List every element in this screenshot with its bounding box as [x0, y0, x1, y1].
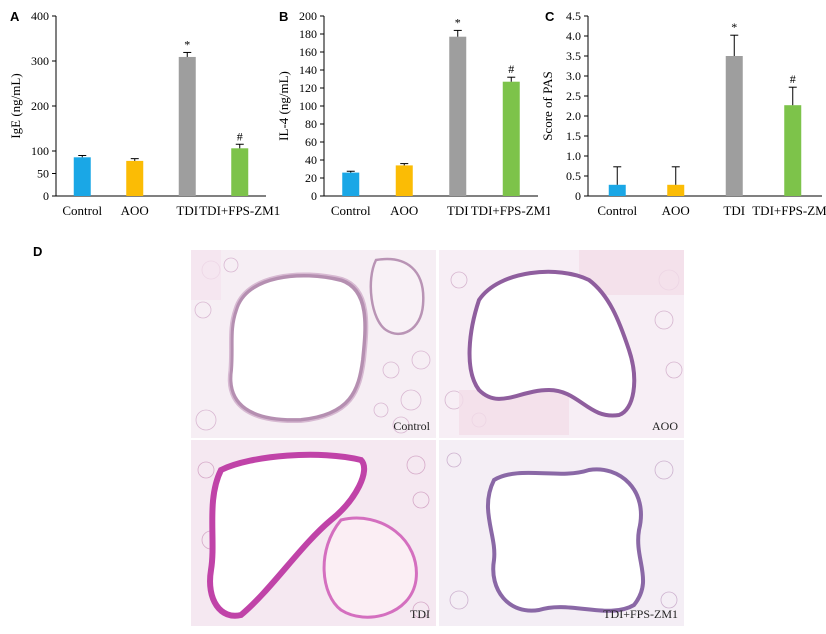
micrograph-aoo: AOO — [439, 250, 684, 438]
micrograph-label-tdi-fps: TDI+FPS-ZM1 — [603, 607, 678, 621]
x-category-label: TDI+FPS-ZM1 — [471, 203, 550, 218]
x-category-label: TDI — [723, 203, 745, 218]
y-tick-label: 120 — [299, 81, 317, 95]
x-category-label: AOO — [390, 203, 418, 218]
chart-c-pas: 0 0.5 1.0 1.5 2.0 2.5 3.0 3.5 4.0 4.5 Score of PAS… — [540, 9, 826, 218]
panel-letter-a: A — [10, 9, 20, 24]
y-tick-label: 160 — [299, 45, 317, 59]
x-category-label: TDI+FPS-ZM1 — [199, 203, 280, 218]
y-tick-label: 60 — [305, 135, 317, 149]
significance-marker: # — [237, 129, 243, 143]
y-tick-label: 0 — [575, 189, 581, 203]
micrograph-tdi-image — [191, 440, 436, 626]
bar-aoo — [667, 184, 685, 196]
micrograph-control-image — [191, 250, 436, 438]
y-axis-label: Score of PAS — [540, 71, 555, 141]
y-tick-label: 300 — [31, 54, 49, 68]
bar-aoo — [126, 160, 144, 196]
panel-letter-c: C — [545, 9, 555, 24]
y-axis-label: IL-4 (ng/mL) — [276, 71, 291, 141]
y-tick-label: 2.0 — [566, 109, 581, 123]
y-tick-label: 3.0 — [566, 69, 581, 83]
significance-marker: * — [184, 37, 190, 51]
y-tick-label: 4.0 — [566, 29, 581, 43]
y-tick-label: 2.5 — [566, 89, 581, 103]
bar-control — [608, 184, 626, 196]
y-tick-label: 200 — [31, 99, 49, 113]
bar-tdi-fps-zm1 — [502, 81, 520, 196]
y-tick-label: 0.5 — [566, 169, 581, 183]
y-tick-label: 200 — [299, 9, 317, 23]
x-category-label: TDI+FPS-ZM1 — [752, 203, 826, 218]
panel-letter-b: B — [279, 9, 289, 24]
y-tick-label: 140 — [299, 63, 317, 77]
y-tick-label: 80 — [305, 117, 317, 131]
y-tick-label: 4.5 — [566, 9, 581, 23]
x-category-label: TDI — [176, 203, 198, 218]
y-tick-label: 3.5 — [566, 49, 581, 63]
x-category-label: Control — [331, 203, 371, 218]
x-category-label: AOO — [662, 203, 690, 218]
bar-aoo — [395, 165, 413, 196]
significance-marker: # — [790, 72, 796, 86]
y-tick-label: 0 — [311, 189, 317, 203]
micrograph-aoo-image — [439, 250, 684, 438]
micrograph-label-aoo: AOO — [652, 419, 678, 433]
micrograph-tdi: TDI — [191, 440, 436, 626]
bar-tdi — [725, 56, 743, 196]
y-tick-label: 0 — [43, 189, 49, 203]
bar-tdi — [178, 56, 196, 197]
micrograph-tdi-fps: TDI+FPS-ZM1 — [439, 440, 684, 626]
y-tick-label: 1.5 — [566, 129, 581, 143]
chart-a-ige: 0 50 100 200 300 400 IgE (ng/mL) Control AOO * TDI… — [8, 9, 280, 218]
x-category-label: Control — [62, 203, 102, 218]
y-tick-label: 40 — [305, 153, 317, 167]
y-axis-label: IgE (ng/mL) — [8, 73, 23, 138]
y-tick-label: 180 — [299, 27, 317, 41]
panel-letter-d: D — [33, 244, 43, 259]
significance-marker: * — [731, 20, 737, 34]
micrograph-control: Control — [191, 250, 436, 438]
bar-tdi-fps-zm1 — [231, 148, 249, 196]
y-tick-label: 1.0 — [566, 149, 581, 163]
bar-tdi — [449, 36, 467, 197]
x-category-label: TDI — [447, 203, 469, 218]
chart-b-il4: 0 20 40 60 80 100 120 140 160 180 200 IL-4 (ng/mL) C… — [276, 9, 550, 218]
micrograph-label-tdi: TDI — [410, 607, 430, 621]
bar-control — [73, 157, 91, 196]
micrograph-tdi-fps-image — [439, 440, 684, 626]
significance-marker: * — [455, 15, 461, 29]
y-tick-label: 100 — [31, 144, 49, 158]
micrograph-label-control: Control — [393, 419, 430, 433]
bar-tdi-fps-zm1 — [784, 105, 802, 196]
y-tick-label: 50 — [37, 167, 49, 181]
bar-control — [342, 172, 360, 196]
y-tick-label: 20 — [305, 171, 317, 185]
x-category-label: Control — [597, 203, 637, 218]
y-tick-label: 400 — [31, 9, 49, 23]
significance-marker: # — [508, 62, 514, 76]
x-category-label: AOO — [121, 203, 149, 218]
y-tick-label: 100 — [299, 99, 317, 113]
